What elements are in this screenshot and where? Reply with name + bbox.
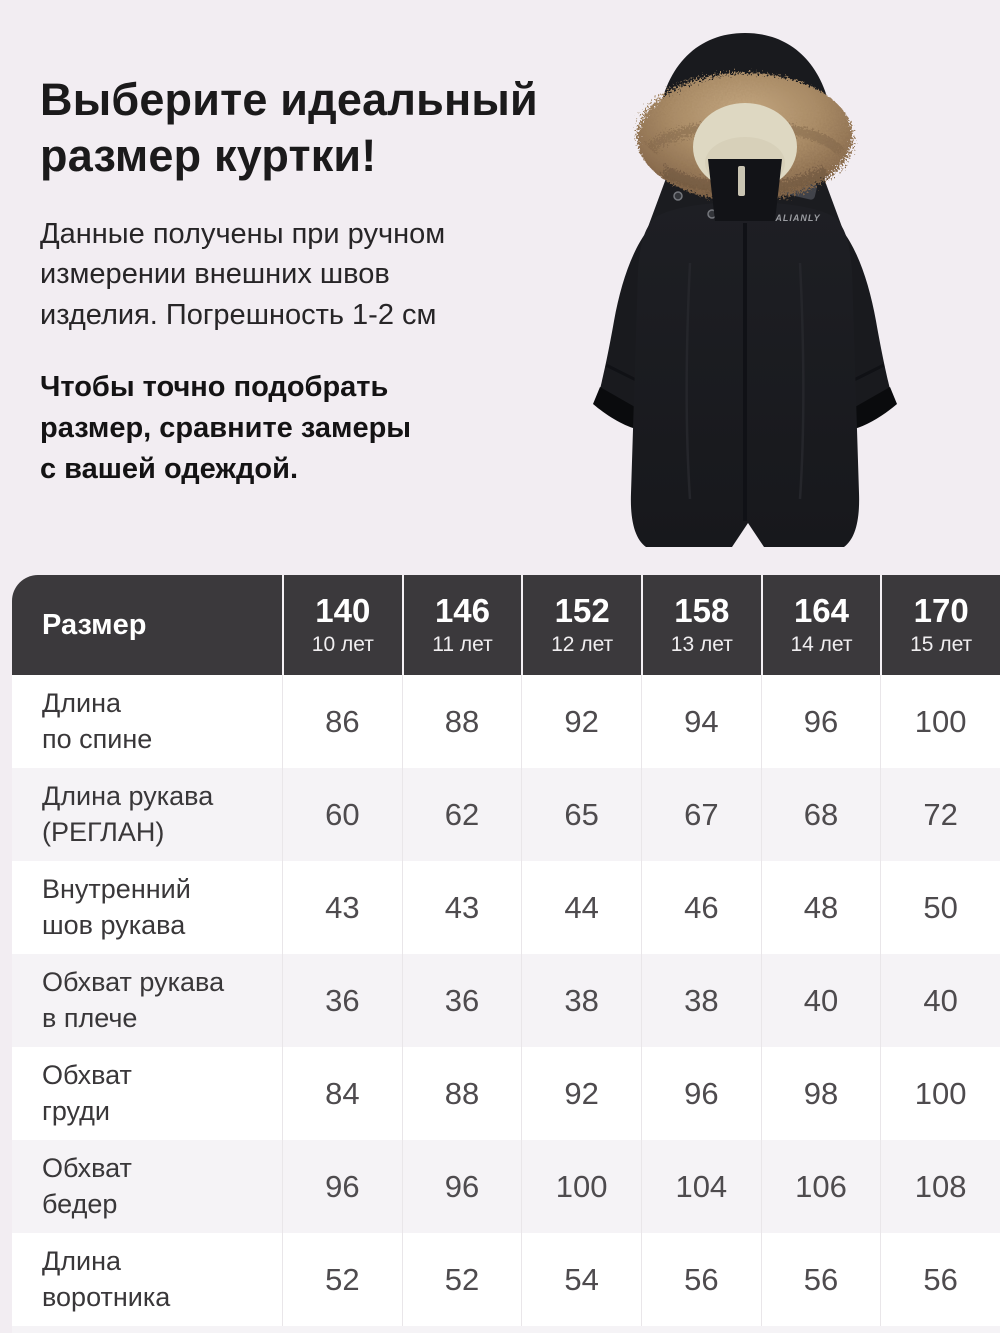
table-cell: 72 bbox=[880, 768, 1000, 861]
table-cell: 108 bbox=[880, 1140, 1000, 1233]
next-row-edge bbox=[12, 1326, 1000, 1333]
row-label: Обхват бедер bbox=[12, 1140, 282, 1233]
row-label: Внутренний шов рукава bbox=[12, 861, 282, 954]
table-cell: 88 bbox=[401, 675, 522, 768]
size-advice-note: Чтобы точно подобрать размер, сравните з… bbox=[40, 371, 412, 485]
table-cell: 106 bbox=[760, 1140, 881, 1233]
jacket-body: VALIANLY bbox=[630, 173, 860, 547]
column-header-146: 146 11 лет bbox=[401, 575, 522, 675]
row-label: Длина по спине bbox=[12, 675, 282, 768]
table-cell: 96 bbox=[640, 1047, 761, 1140]
table-cell: 67 bbox=[640, 768, 761, 861]
table-cell: 94 bbox=[640, 675, 761, 768]
row-label: Обхват рукава в плече bbox=[12, 954, 282, 1047]
table-cell: 96 bbox=[401, 1140, 522, 1233]
row-label: Длина воротника bbox=[12, 1233, 282, 1326]
table-cell: 43 bbox=[401, 861, 522, 954]
table-cell: 52 bbox=[282, 1233, 402, 1326]
column-header-170: 170 15 лет bbox=[880, 575, 1000, 675]
jacket-brand-label: VALIANLY bbox=[769, 213, 821, 223]
table-cell: 56 bbox=[880, 1233, 1000, 1326]
table-cell: 100 bbox=[521, 1140, 641, 1233]
column-header-152: 152 12 лет bbox=[521, 575, 641, 675]
table-cell: 40 bbox=[880, 954, 1000, 1047]
table-cell: 84 bbox=[282, 1047, 402, 1140]
table-cell: 62 bbox=[401, 768, 522, 861]
table-cell: 100 bbox=[880, 675, 1000, 768]
table-cell: 65 bbox=[521, 768, 641, 861]
table-cell: 36 bbox=[282, 954, 402, 1047]
table-cell: 86 bbox=[282, 675, 402, 768]
table-cell: 60 bbox=[282, 768, 402, 861]
table-cell: 40 bbox=[760, 954, 881, 1047]
table-cell: 68 bbox=[760, 768, 881, 861]
table-cell: 48 bbox=[760, 861, 881, 954]
size-header-label: Размер bbox=[42, 608, 147, 641]
table-cell: 92 bbox=[521, 1047, 641, 1140]
page-title: Выберите идеальный размер куртки! bbox=[40, 74, 538, 181]
row-label: Длина рукава (РЕГЛАН) bbox=[12, 768, 282, 861]
table-cell: 98 bbox=[760, 1047, 881, 1140]
jacket-photo: VALIANLY bbox=[593, 33, 897, 547]
table-cell: 52 bbox=[401, 1233, 522, 1326]
table-cell: 38 bbox=[640, 954, 761, 1047]
intro-section: Выберите идеальный размер куртки! Данные… bbox=[40, 72, 570, 489]
table-cell: 36 bbox=[401, 954, 522, 1047]
table-cell: 96 bbox=[760, 675, 881, 768]
table-cell: 96 bbox=[282, 1140, 402, 1233]
table-cell: 38 bbox=[521, 954, 641, 1047]
table-cell: 56 bbox=[760, 1233, 881, 1326]
row-label: Обхват груди bbox=[12, 1047, 282, 1140]
table-cell: 104 bbox=[640, 1140, 761, 1233]
table-cell: 43 bbox=[282, 861, 402, 954]
column-header-140: 140 10 лет bbox=[282, 575, 402, 675]
table-cell: 92 bbox=[521, 675, 641, 768]
table-header-size: Размер bbox=[12, 575, 282, 675]
jacket-inner-collar bbox=[708, 159, 782, 221]
measurement-description: Данные получены при ручном измерении вне… bbox=[40, 217, 446, 331]
table-cell: 54 bbox=[521, 1233, 641, 1326]
table-cell: 44 bbox=[521, 861, 641, 954]
table-cell: 100 bbox=[880, 1047, 1000, 1140]
column-header-158: 158 13 лет bbox=[640, 575, 761, 675]
size-table: Размер 140 10 лет 146 11 лет 152 12 лет … bbox=[12, 575, 1000, 1326]
column-header-164: 164 14 лет bbox=[760, 575, 881, 675]
table-cell: 50 bbox=[880, 861, 1000, 954]
table-cell: 46 bbox=[640, 861, 761, 954]
table-cell: 56 bbox=[640, 1233, 761, 1326]
table-cell: 88 bbox=[401, 1047, 522, 1140]
